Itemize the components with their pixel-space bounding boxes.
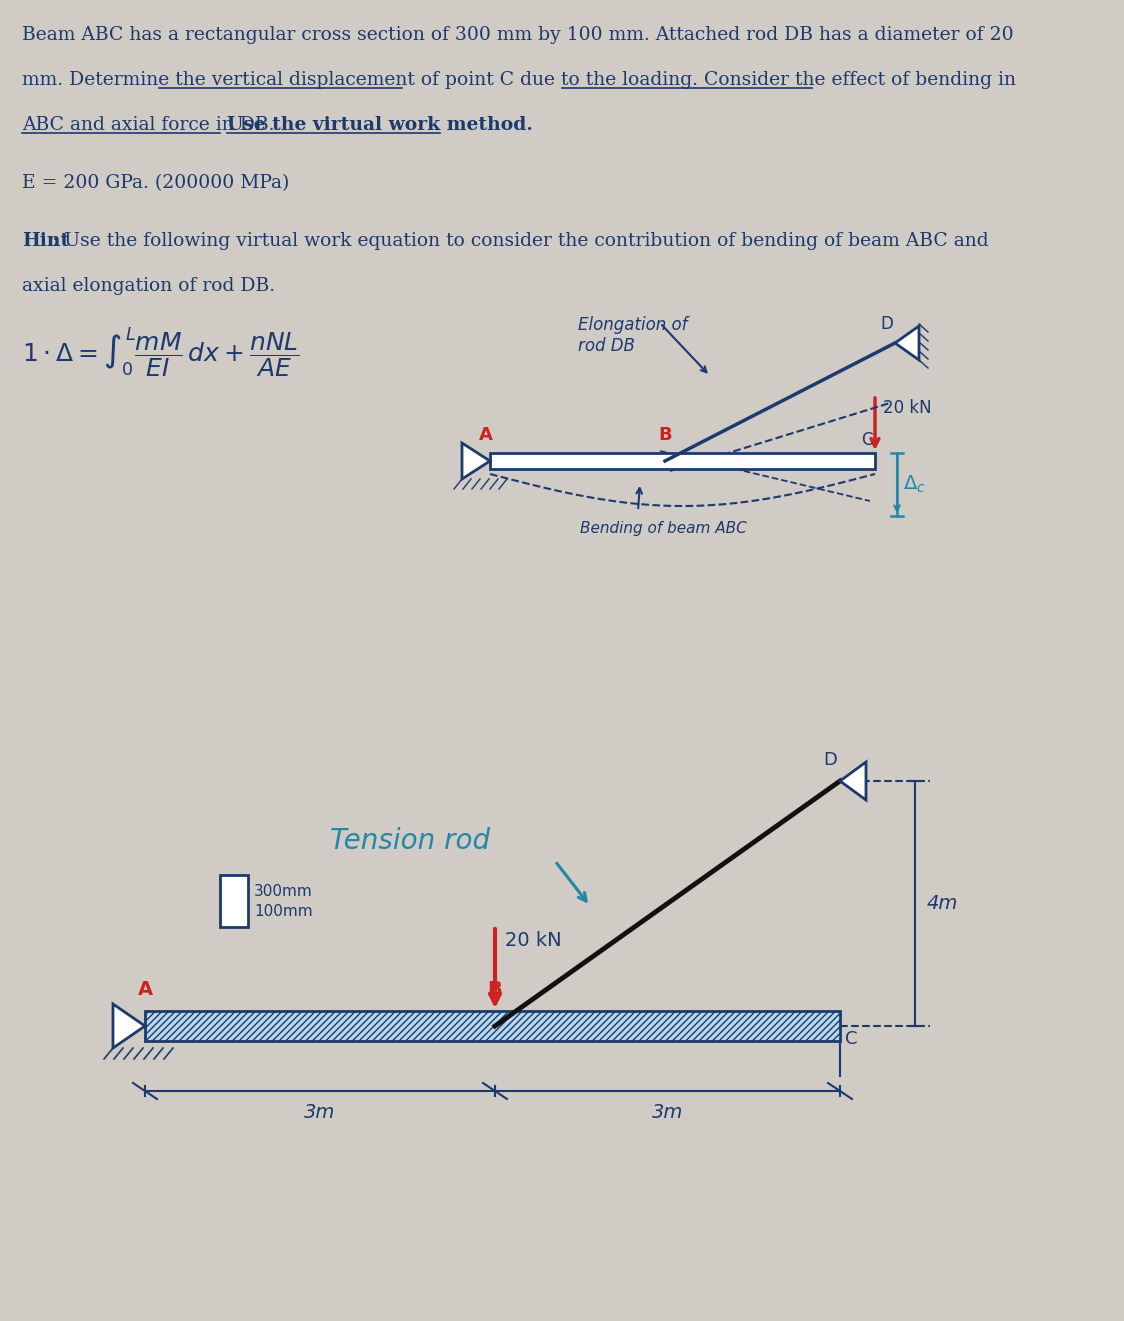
Polygon shape bbox=[840, 762, 865, 801]
Text: B: B bbox=[659, 425, 672, 444]
Text: C: C bbox=[861, 431, 873, 449]
Text: 20 kN: 20 kN bbox=[883, 399, 932, 417]
Text: 20 kN: 20 kN bbox=[505, 931, 562, 950]
Text: E = 200 GPa. (200000 MPa): E = 200 GPa. (200000 MPa) bbox=[22, 174, 289, 192]
Text: A: A bbox=[479, 425, 493, 444]
Text: Bending of beam ABC: Bending of beam ABC bbox=[580, 520, 746, 536]
Text: B: B bbox=[488, 980, 502, 999]
Text: Use the virtual work method.: Use the virtual work method. bbox=[227, 116, 533, 133]
Text: Beam ABC has a rectangular cross section of 300 mm by 100 mm. Attached rod DB ha: Beam ABC has a rectangular cross section… bbox=[22, 26, 1014, 44]
Bar bbox=[145, 1011, 840, 1041]
Text: $1 \cdot \Delta = \int_0^L \dfrac{mM}{EI}\,dx + \dfrac{nNL}{AE}$: $1 \cdot \Delta = \int_0^L \dfrac{mM}{EI… bbox=[22, 325, 300, 379]
Bar bbox=[220, 875, 248, 927]
Text: mm. Determine the vertical displacement of point C due to the loading. Consider : mm. Determine the vertical displacement … bbox=[22, 71, 1016, 89]
Text: A: A bbox=[137, 980, 153, 999]
Polygon shape bbox=[895, 326, 919, 361]
Text: D: D bbox=[880, 314, 894, 333]
Text: 3m: 3m bbox=[652, 1103, 683, 1122]
Text: Elongation of
rod DB: Elongation of rod DB bbox=[578, 316, 688, 355]
Text: ABC and axial force in DB.: ABC and axial force in DB. bbox=[22, 116, 281, 133]
Text: $\Delta_c$: $\Delta_c$ bbox=[903, 474, 926, 495]
Text: 4m: 4m bbox=[927, 894, 959, 913]
Text: axial elongation of rod DB.: axial elongation of rod DB. bbox=[22, 277, 275, 295]
Text: Tension rod: Tension rod bbox=[330, 827, 490, 855]
Text: 300mm: 300mm bbox=[254, 884, 312, 898]
Text: 100mm: 100mm bbox=[254, 904, 312, 918]
Polygon shape bbox=[114, 1004, 145, 1048]
Text: C: C bbox=[845, 1030, 858, 1048]
Text: 3m: 3m bbox=[305, 1103, 336, 1122]
Text: D: D bbox=[823, 752, 837, 769]
Text: Hint: Hint bbox=[22, 232, 70, 250]
Text: : Use the following virtual work equation to consider the contribution of bendin: : Use the following virtual work equatio… bbox=[53, 232, 989, 250]
Polygon shape bbox=[462, 443, 490, 480]
Bar bbox=[145, 1011, 840, 1041]
Bar bbox=[490, 453, 874, 469]
